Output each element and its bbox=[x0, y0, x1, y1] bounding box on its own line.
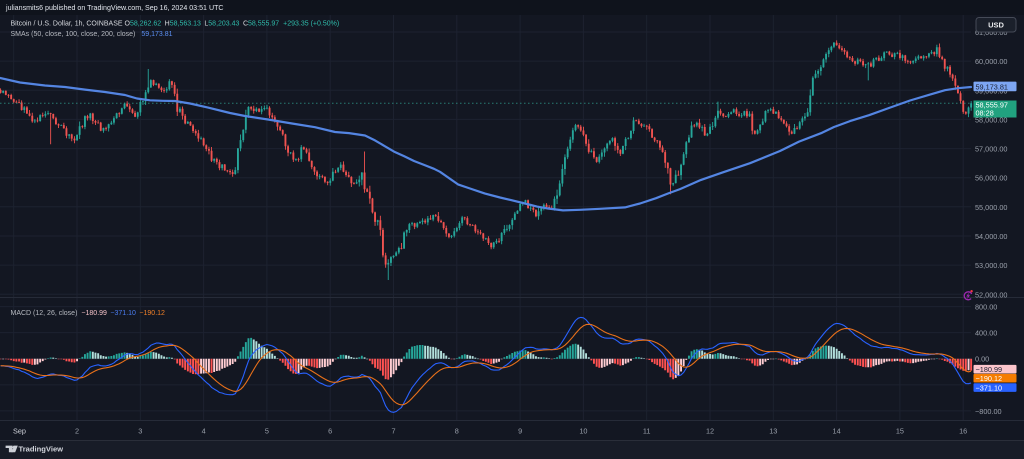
svg-text:MACD (12, 26, close)−180.99−37: MACD (12, 26, close) −180.99 −371.10 −190.1… bbox=[11, 310, 166, 317]
svg-text:−190.12: −190.12 bbox=[976, 374, 1003, 383]
svg-text:8: 8 bbox=[455, 427, 459, 436]
svg-text:55,000.00: 55,000.00 bbox=[975, 203, 1007, 212]
svg-text:08:28: 08:28 bbox=[976, 109, 994, 118]
svg-text:14: 14 bbox=[833, 427, 841, 436]
svg-text:−800.00: −800.00 bbox=[975, 407, 1002, 416]
svg-text:5: 5 bbox=[265, 427, 269, 436]
svg-text:58,000.00: 58,000.00 bbox=[975, 115, 1007, 124]
svg-text:juliansmits6 published on Trad: juliansmits6 published on TradingView.co… bbox=[5, 4, 224, 12]
svg-text:3: 3 bbox=[138, 427, 142, 436]
svg-text:9: 9 bbox=[518, 427, 522, 436]
svg-text:400.00: 400.00 bbox=[975, 329, 997, 338]
svg-text:15: 15 bbox=[896, 427, 904, 436]
svg-text:SMAs (50, close, 100, close, 2: SMAs (50, close, 100, close, 200, close)… bbox=[11, 30, 173, 37]
svg-text:54,000.00: 54,000.00 bbox=[975, 232, 1007, 241]
svg-text:0.00: 0.00 bbox=[975, 355, 989, 364]
svg-text:2: 2 bbox=[75, 427, 79, 436]
svg-text:800.00: 800.00 bbox=[975, 303, 997, 312]
svg-text:52,000.00: 52,000.00 bbox=[975, 290, 1007, 299]
svg-text:56,000.00: 56,000.00 bbox=[975, 174, 1007, 183]
svg-text:4: 4 bbox=[202, 427, 206, 436]
svg-text:−180.99: −180.99 bbox=[976, 365, 1003, 374]
svg-text:6: 6 bbox=[328, 427, 332, 436]
svg-text:53,000.00: 53,000.00 bbox=[975, 261, 1007, 270]
svg-text:13: 13 bbox=[769, 427, 777, 436]
svg-text:10: 10 bbox=[579, 427, 587, 436]
svg-text:USD: USD bbox=[988, 21, 1004, 30]
svg-text:60,000.00: 60,000.00 bbox=[975, 57, 1007, 66]
svg-text:57,000.00: 57,000.00 bbox=[975, 145, 1007, 154]
svg-text:11: 11 bbox=[643, 427, 651, 436]
svg-text:Sep: Sep bbox=[13, 427, 26, 436]
svg-text:16: 16 bbox=[959, 427, 967, 436]
svg-text:−371.10: −371.10 bbox=[976, 384, 1003, 393]
svg-text:58,555.97: 58,555.97 bbox=[976, 101, 1008, 110]
svg-text:7: 7 bbox=[391, 427, 395, 436]
svg-text:TradingView: TradingView bbox=[19, 445, 64, 454]
svg-text:Bitcoin / U.S. Dollar, 1h, COI: Bitcoin / U.S. Dollar, 1h, COINBASE O58,2… bbox=[11, 20, 340, 27]
svg-text:59,173.81: 59,173.81 bbox=[976, 82, 1008, 91]
svg-text:12: 12 bbox=[706, 427, 714, 436]
